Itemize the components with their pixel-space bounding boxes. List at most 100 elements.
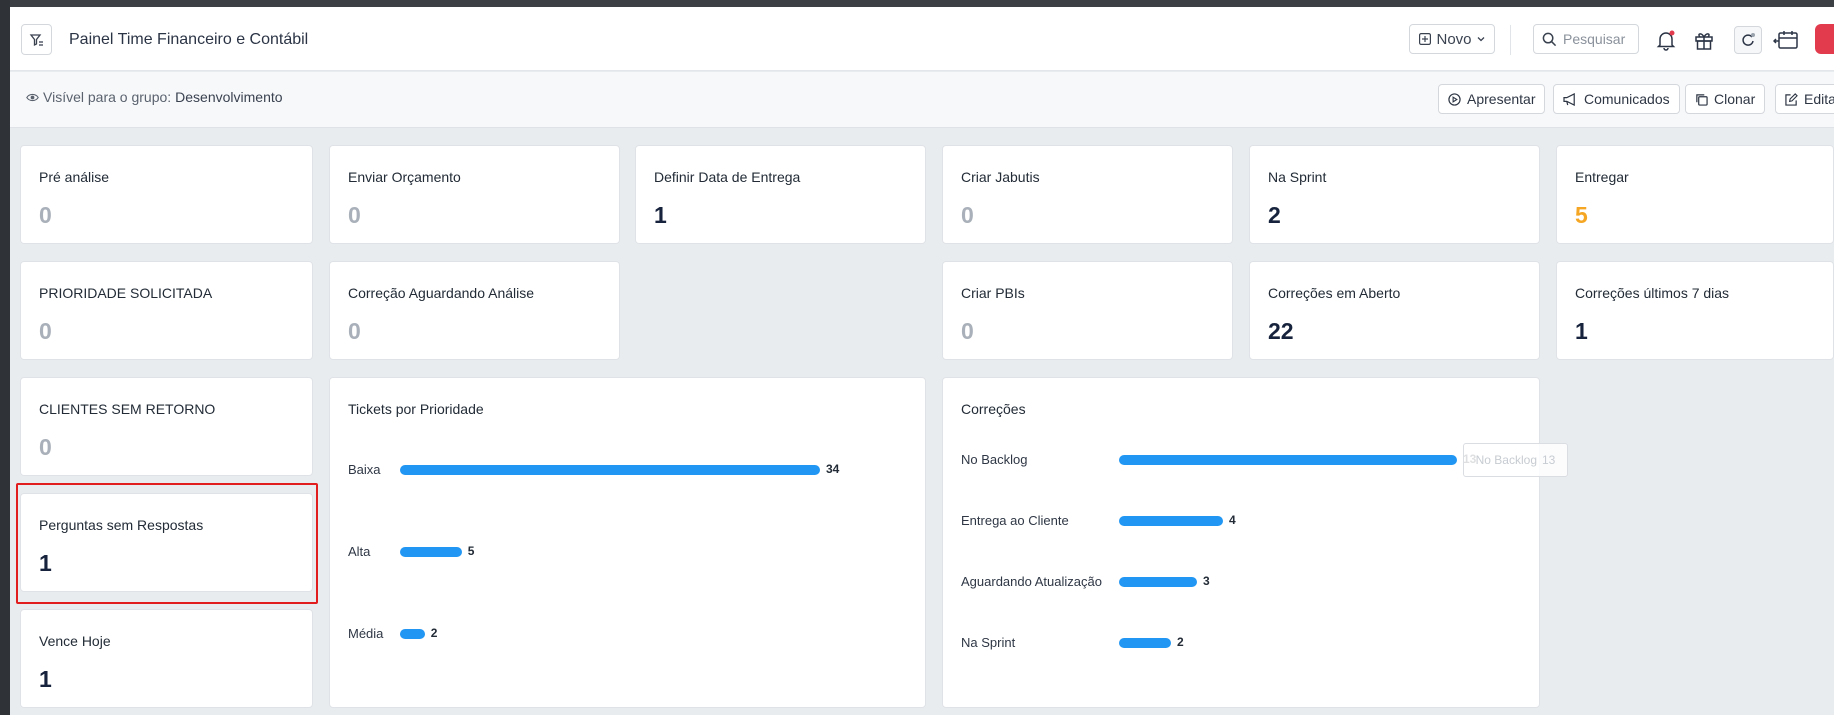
bar[interactable]	[1119, 638, 1171, 648]
card-label: Entregar	[1575, 169, 1629, 185]
gift-icon	[1695, 33, 1713, 50]
clone-label: Clonar	[1714, 91, 1756, 107]
card-clientes-sem-retorno[interactable]: CLIENTES SEM RETORNO 0	[20, 377, 313, 476]
card-entregar[interactable]: Entregar 5	[1556, 145, 1834, 244]
card-label: PRIORIDADE SOLICITADA	[39, 285, 213, 301]
card-value: 1	[39, 666, 52, 692]
visibility-info: Visível para o grupo: Desenvolvimento	[26, 89, 283, 105]
card-correcoes-em-aberto[interactable]: Correções em Aberto 22	[1249, 261, 1540, 360]
window-left-edge	[0, 0, 10, 715]
card-value: 0	[39, 434, 52, 460]
header-divider	[1510, 25, 1511, 55]
card-label: Na Sprint	[1268, 169, 1327, 185]
card-value: 2	[1268, 202, 1281, 228]
card-label: Enviar Orçamento	[348, 169, 461, 185]
bar-category-label: No Backlog	[961, 452, 1028, 467]
chart-tooltip: No Backlog 13	[1463, 443, 1568, 477]
card-label: Pré análise	[39, 169, 110, 185]
announcements-button[interactable]: Comunicados	[1553, 84, 1680, 114]
bar[interactable]	[400, 629, 425, 639]
card-criar-pbis[interactable]: Criar PBIs 0	[942, 261, 1233, 360]
card-correcao-aguardando-analise[interactable]: Correção Aguardando Análise 0	[329, 261, 620, 360]
card-label: Criar Jabutis	[961, 169, 1040, 185]
page-title: Painel Time Financeiro e Contábil	[69, 31, 309, 48]
card-label: Vence Hoje	[39, 633, 111, 649]
clone-button[interactable]: Clonar	[1685, 84, 1766, 114]
gifts-button[interactable]	[1690, 26, 1718, 54]
bar-value-label: 2	[1177, 635, 1184, 649]
card-correcoes-ultimos-7-dias[interactable]: Correções últimos 7 dias 1	[1556, 261, 1834, 360]
present-button[interactable]: Apresentar	[1438, 84, 1546, 114]
card-perguntas-sem-respostas[interactable]: Perguntas sem Respostas 1	[20, 493, 313, 592]
card-definir-data-entrega[interactable]: Definir Data de Entrega 1	[635, 145, 926, 244]
bar[interactable]	[1119, 577, 1197, 587]
card-value: 1	[654, 202, 667, 228]
card-value: 22	[1268, 318, 1294, 344]
card-vence-hoje[interactable]: Vence Hoje 1	[20, 609, 313, 708]
bar-value-label: 34	[826, 462, 840, 476]
refresh-app-icon	[1742, 33, 1755, 46]
new-button-label: Novo	[1436, 30, 1472, 48]
card-enviar-orcamento[interactable]: Enviar Orçamento 0	[329, 145, 620, 244]
announcements-label: Comunicados	[1584, 91, 1670, 107]
card-pre-analise[interactable]: Pré análise 0	[20, 145, 313, 244]
chevron-down-icon	[1477, 37, 1484, 42]
bar[interactable]	[1119, 455, 1457, 465]
tooltip-category: No Backlog	[1475, 453, 1537, 467]
bar-category-label: Na Sprint	[961, 635, 1016, 650]
notifications-button[interactable]	[1652, 26, 1680, 54]
search-icon	[1542, 32, 1557, 46]
bar-category-label: Alta	[348, 544, 371, 559]
copy-icon	[1696, 93, 1708, 106]
dashboard-header: Painel Time Financeiro e Contábil Novo P…	[10, 7, 1834, 71]
chart-title: Correções	[961, 401, 1026, 417]
edit-icon	[1785, 92, 1798, 106]
card-value: 1	[1575, 318, 1588, 344]
search-placeholder: Pesquisar	[1563, 31, 1626, 47]
card-value: 0	[348, 202, 361, 228]
bar[interactable]	[400, 547, 462, 557]
plus-square-icon	[1419, 33, 1432, 45]
calendar-button[interactable]	[1772, 26, 1800, 54]
card-prioridade-solicitada[interactable]: PRIORIDADE SOLICITADA 0	[20, 261, 313, 360]
chart-correcoes[interactable]: Correções No Backlog13Entrega ao Cliente…	[942, 377, 1540, 708]
card-label: Correções últimos 7 dias	[1575, 285, 1730, 301]
app-switch-button[interactable]	[1734, 26, 1762, 54]
edit-button[interactable]: Editar	[1775, 84, 1834, 114]
card-value: 0	[39, 318, 52, 344]
card-label: Criar PBIs	[961, 285, 1025, 301]
card-value: 1	[39, 550, 52, 576]
calendar-icon	[1773, 31, 1798, 49]
card-label: Correção Aguardando Análise	[348, 285, 535, 301]
bar[interactable]	[400, 465, 820, 475]
visibility-prefix: Visível para o grupo:	[43, 89, 172, 105]
bar-category-label: Média	[348, 626, 384, 641]
play-circle-icon	[1448, 92, 1461, 106]
bar-value-label: 4	[1229, 513, 1236, 527]
bar-value-label: 5	[467, 544, 475, 558]
bar[interactable]	[1119, 516, 1223, 526]
chart-title: Tickets por Prioridade	[348, 401, 484, 417]
search-input[interactable]: Pesquisar	[1533, 24, 1639, 54]
card-label: Correções em Aberto	[1268, 285, 1401, 301]
chart-tickets-por-prioridade[interactable]: Tickets por Prioridade Baixa 34 Alta 5 Média…	[329, 377, 926, 708]
card-criar-jabutis[interactable]: Criar Jabutis 0	[942, 145, 1233, 244]
user-avatar-button[interactable]	[1815, 24, 1834, 54]
card-na-sprint[interactable]: Na Sprint 2	[1249, 145, 1540, 244]
filter-toggle-button[interactable]	[21, 24, 52, 55]
bar-category-label: Baixa	[348, 462, 381, 477]
card-value: 5	[1575, 202, 1588, 228]
eye-icon	[26, 93, 39, 101]
window-top-edge	[0, 0, 1834, 7]
bell-icon	[1656, 30, 1676, 51]
card-label: Perguntas sem Respostas	[39, 517, 204, 533]
bar-value-label: 3	[1203, 574, 1210, 588]
visibility-group: Desenvolvimento	[175, 89, 283, 105]
new-button[interactable]: Novo	[1409, 24, 1495, 54]
card-value: 0	[348, 318, 361, 344]
tooltip-value: 13	[1542, 453, 1556, 467]
present-label: Apresentar	[1467, 91, 1536, 107]
bar-value-label: 2	[430, 626, 438, 640]
card-value: 0	[961, 202, 974, 228]
edit-label: Editar	[1804, 91, 1834, 107]
